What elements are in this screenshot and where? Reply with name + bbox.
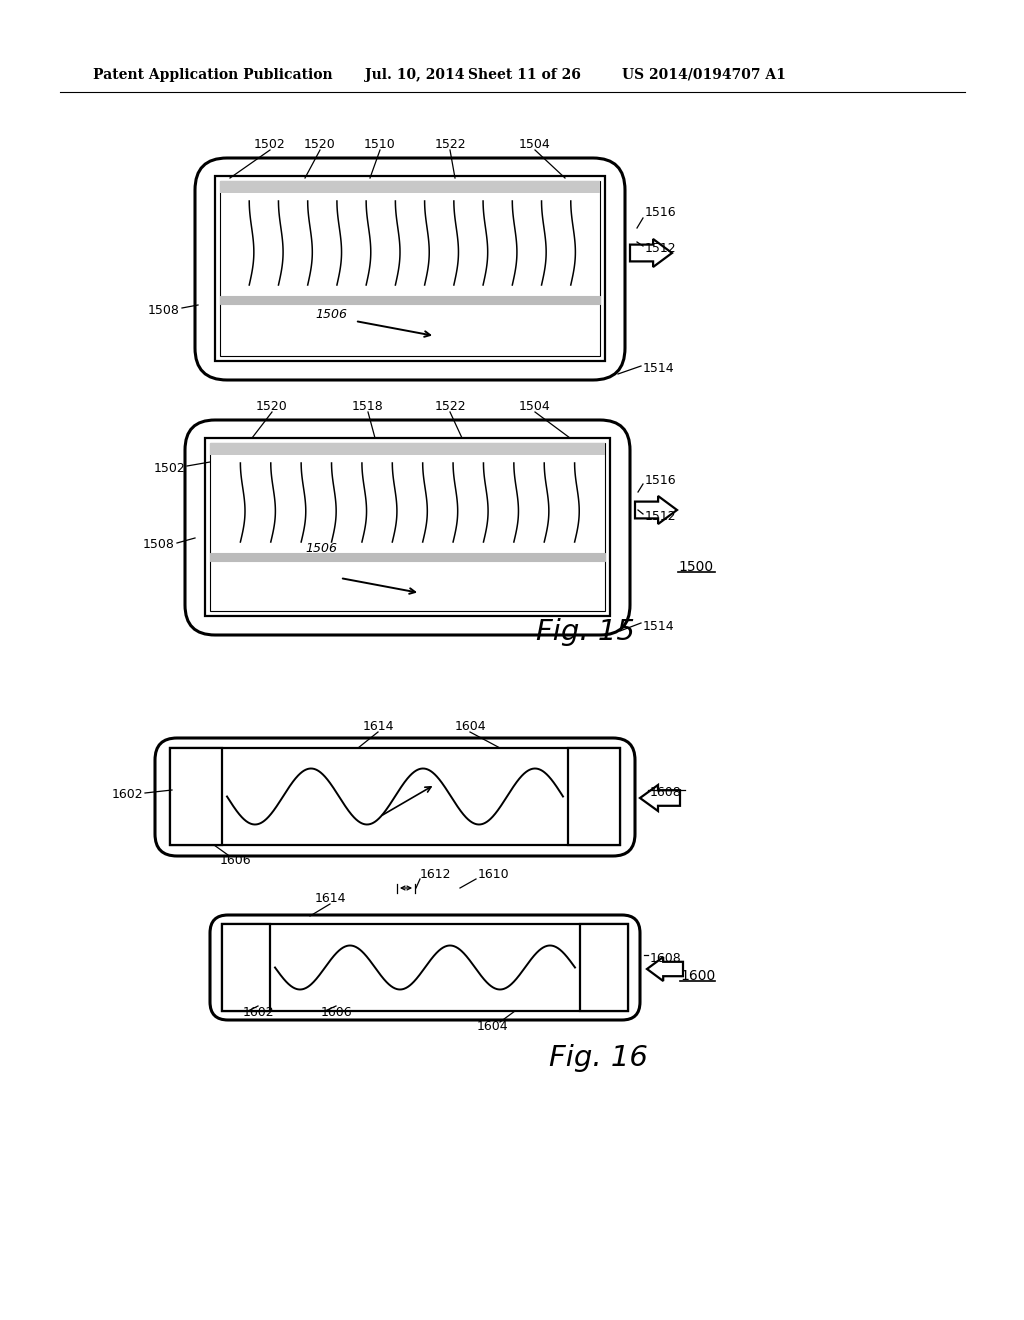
Bar <box>170 748 222 845</box>
Bar <box>205 438 610 616</box>
Bar <box>170 748 620 845</box>
Text: US 2014/0194707 A1: US 2014/0194707 A1 <box>622 69 785 82</box>
Bar <box>580 924 628 1011</box>
Text: 1604: 1604 <box>476 1020 508 1034</box>
Text: 1508: 1508 <box>148 304 180 317</box>
Bar <box>220 296 600 304</box>
Bar <box>210 553 605 561</box>
Polygon shape <box>647 957 683 981</box>
Bar <box>210 444 605 611</box>
Text: 1520: 1520 <box>304 137 336 150</box>
Text: 1500: 1500 <box>678 560 713 574</box>
Text: 1614: 1614 <box>314 891 346 904</box>
Polygon shape <box>640 785 680 810</box>
FancyBboxPatch shape <box>185 420 630 635</box>
Text: 1514: 1514 <box>643 619 675 632</box>
Text: 1512: 1512 <box>645 242 677 255</box>
Text: 1602: 1602 <box>243 1006 273 1019</box>
Text: Fig. 16: Fig. 16 <box>549 1044 647 1072</box>
Text: 1614: 1614 <box>362 719 394 733</box>
Text: 1502: 1502 <box>254 137 286 150</box>
Text: 1606: 1606 <box>321 1006 352 1019</box>
Text: Sheet 11 of 26: Sheet 11 of 26 <box>468 69 581 82</box>
FancyBboxPatch shape <box>210 915 640 1020</box>
Text: 1516: 1516 <box>645 474 677 487</box>
Text: 1512: 1512 <box>645 510 677 523</box>
Bar <box>568 748 620 845</box>
Text: 1504: 1504 <box>519 400 551 412</box>
Text: 1522: 1522 <box>434 137 466 150</box>
Bar <box>210 444 605 455</box>
Text: 1516: 1516 <box>645 206 677 219</box>
Text: 1608: 1608 <box>650 952 682 965</box>
Bar <box>215 176 605 360</box>
Text: 1602: 1602 <box>112 788 143 801</box>
Polygon shape <box>630 239 672 267</box>
Bar <box>222 924 628 1011</box>
Polygon shape <box>635 496 677 524</box>
Bar <box>220 181 600 193</box>
Text: 1608: 1608 <box>650 787 682 800</box>
Text: 1514: 1514 <box>643 362 675 375</box>
Text: 1610: 1610 <box>478 869 510 882</box>
Text: 1522: 1522 <box>434 400 466 412</box>
Text: 1506: 1506 <box>305 541 337 554</box>
Bar <box>222 924 270 1011</box>
Text: 1600: 1600 <box>680 969 715 983</box>
Text: 1502: 1502 <box>154 462 185 474</box>
Text: 1508: 1508 <box>143 539 175 552</box>
Text: 1612: 1612 <box>420 869 452 882</box>
Text: 1520: 1520 <box>256 400 288 412</box>
Text: 1506: 1506 <box>315 309 347 322</box>
Text: Patent Application Publication: Patent Application Publication <box>93 69 333 82</box>
Text: 1518: 1518 <box>352 400 384 412</box>
Text: 1510: 1510 <box>365 137 396 150</box>
Text: 1606: 1606 <box>220 854 252 866</box>
Text: 1504: 1504 <box>519 137 551 150</box>
FancyBboxPatch shape <box>195 158 625 380</box>
Text: Fig. 15: Fig. 15 <box>536 618 635 645</box>
Text: Jul. 10, 2014: Jul. 10, 2014 <box>365 69 465 82</box>
Text: 1604: 1604 <box>455 719 485 733</box>
Bar <box>220 181 600 356</box>
FancyBboxPatch shape <box>155 738 635 855</box>
